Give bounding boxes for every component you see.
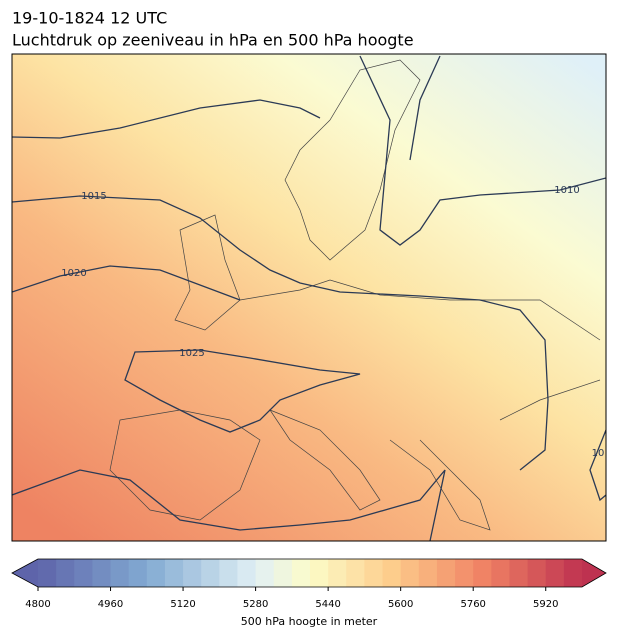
colorbar-segment [74, 559, 93, 587]
colorbar-segment [364, 559, 384, 587]
coastline [239, 279, 601, 341]
coastline [109, 409, 261, 521]
coastline [389, 439, 491, 531]
colorbar-segment [255, 559, 275, 587]
colorbar-segment [545, 559, 565, 587]
colorbar-outline [11, 558, 607, 588]
colorbar-extend [582, 559, 606, 587]
colorbar-segment [146, 559, 166, 587]
isobar-label: 1025 [179, 348, 204, 359]
coastline [499, 379, 601, 421]
colorbar-segment [491, 559, 510, 587]
colorbar-segment [128, 559, 148, 587]
isobar [12, 469, 446, 541]
colorbar-segment [219, 559, 238, 587]
colorbar-segment [164, 559, 184, 587]
isobar [12, 99, 321, 139]
colorbar-segment [291, 559, 311, 587]
colorbar-segment [436, 559, 456, 587]
map-field [12, 54, 606, 541]
colorbar-segment [382, 559, 402, 587]
colorbar-segment [418, 559, 438, 587]
colorbar-segment [563, 559, 583, 587]
colorbar-tick-label: 5120 [170, 599, 195, 610]
colorbar-tick-label: 5760 [460, 599, 485, 610]
colorbar-segment [273, 559, 293, 587]
colorbar-segment [346, 559, 365, 587]
colorbar-segment [201, 559, 220, 587]
isobar [359, 55, 606, 246]
coastline [284, 59, 421, 261]
isobar [124, 349, 361, 433]
title-date: 19-10-1824 12 UTC [12, 9, 167, 28]
title: Luchtdruk op zeeniveau in hPa en 500 hPa… [12, 31, 414, 50]
coastline [174, 214, 241, 331]
colorbar-segment [183, 559, 202, 587]
isobar-label: 1015 [81, 191, 106, 202]
isobar [12, 195, 549, 471]
colorbar-segment [328, 559, 347, 587]
colorbar-segment [527, 559, 547, 587]
colorbar-segment [509, 559, 529, 587]
colorbar-segment [237, 559, 257, 587]
isobar [409, 55, 441, 161]
colorbar-segment [400, 559, 420, 587]
coastline [269, 409, 381, 511]
isobar-label: 10 [592, 448, 605, 459]
colorbar-segment [110, 559, 130, 587]
isobar-label: 1020 [61, 268, 86, 279]
colorbar-tick-label: 5440 [315, 599, 340, 610]
colorbar-tick-label: 4800 [25, 599, 50, 610]
colorbar-label: 500 hPa hoogte in meter [241, 615, 378, 628]
colorbar-segment [38, 559, 57, 587]
colorbar-segment [56, 559, 75, 587]
colorbar-tick-label: 5280 [243, 599, 268, 610]
colorbar-segment [455, 559, 474, 587]
colorbar-segment [473, 559, 492, 587]
colorbar-extend [12, 559, 38, 587]
isobar [12, 265, 241, 301]
isobar-label: 1010 [554, 185, 579, 196]
colorbar-tick-label: 5600 [388, 599, 413, 610]
colorbar-tick-label: 4960 [98, 599, 123, 610]
colorbar-segment [92, 559, 112, 587]
isobar [589, 429, 606, 502]
colorbar-tick-label: 5920 [533, 599, 558, 610]
map: 1015 1020 1025 1010 10 [12, 54, 606, 541]
map-frame [11, 53, 607, 542]
colorbar: 4800 4960 5120 5280 5440 5600 5760 5920 [11, 558, 607, 610]
colorbar-segment [310, 559, 329, 587]
